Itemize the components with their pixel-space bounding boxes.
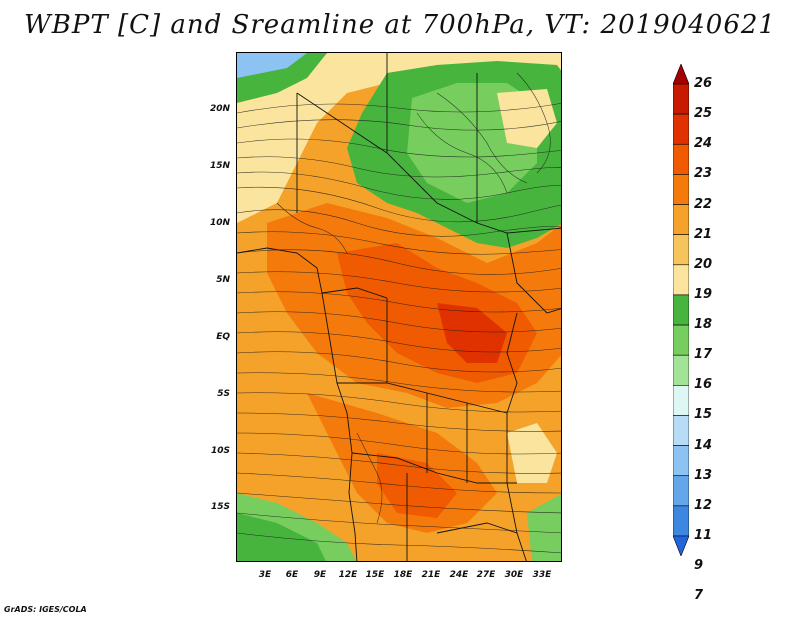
colorbar-label: 24 — [694, 136, 713, 152]
lat-label-eq: EQ — [216, 332, 230, 342]
lon-label-27e: 27E — [476, 570, 496, 580]
colorbar-label: 19 — [694, 286, 713, 302]
colorbar-label: 17 — [694, 347, 713, 363]
colorbar-swatch — [673, 113, 689, 145]
colorbar-swatch — [673, 204, 689, 235]
country-borders — [237, 53, 561, 561]
lat-label-15s: 15S — [210, 502, 230, 512]
colorbar-swatch — [673, 264, 689, 296]
colorbar-label: 15 — [694, 407, 713, 423]
colorbar-swatch — [673, 354, 689, 386]
colorbar-swatch — [673, 294, 689, 326]
colorbar-label: 25 — [694, 106, 713, 122]
lon-label-33e: 33E — [532, 570, 552, 580]
colorbar-label: 16 — [694, 377, 713, 393]
lon-label-21e: 21E — [421, 570, 441, 580]
wbpt-zone-19 — [237, 53, 561, 223]
lon-label-9e: 9E — [313, 570, 327, 580]
colorbar-label: 23 — [694, 166, 713, 182]
colorbar-swatch — [673, 415, 689, 446]
colorbar-label: 18 — [694, 317, 713, 333]
wbpt-zone-24 — [437, 303, 507, 363]
colorbar-swatch — [673, 445, 689, 477]
lon-label-15e: 15E — [365, 570, 385, 580]
colorbar-swatch — [673, 174, 689, 205]
colorbar-label: 9 — [694, 558, 704, 574]
wbpt-field-map — [237, 53, 561, 561]
colorbar-label: 13 — [694, 467, 713, 483]
lat-label-15n: 15N — [209, 161, 230, 171]
streamlines — [237, 72, 561, 554]
lat-label-10s: 10S — [210, 446, 230, 456]
map-panel — [236, 52, 562, 562]
lat-label-10n: 10N — [209, 218, 230, 228]
lat-label-5n: 5N — [216, 275, 230, 285]
colorbar-swatch — [673, 324, 689, 356]
colorbar-label: 22 — [694, 196, 713, 212]
colorbar-label: 12 — [694, 497, 713, 513]
colorbar — [673, 64, 689, 556]
lon-label-6e: 6E — [285, 570, 299, 580]
wbpt-zone-17-se — [527, 494, 561, 561]
wbpt-zone-13-nw — [237, 53, 307, 78]
colorbar-swatch — [673, 83, 689, 115]
colorbar-label: 7 — [694, 588, 704, 604]
wbpt-zone-19-e — [507, 423, 557, 483]
lon-label-30e: 30E — [504, 570, 524, 580]
colorbar-label: 14 — [694, 437, 713, 453]
lon-label-18e: 18E — [393, 570, 413, 580]
wbpt-zone-19-ne — [497, 89, 557, 148]
colorbar-bottom-arrow — [673, 535, 689, 556]
lon-label-24e: 24E — [449, 570, 469, 580]
footer-credit: GrADS: IGES/COLA — [4, 605, 87, 614]
lon-label-12e: 12E — [338, 570, 358, 580]
colorbar-label: 21 — [694, 226, 713, 242]
colorbar-label: 20 — [694, 256, 713, 272]
colorbar-label: 11 — [694, 528, 713, 543]
wbpt-zone-23-s — [377, 453, 457, 518]
wbpt-zone-18-sw — [237, 513, 326, 561]
lat-label-20n: 20N — [209, 104, 230, 114]
colorbar-label: 26 — [694, 76, 713, 91]
chart-title: WBPT [C] and Sreamline at 700hPa, VT: 20… — [24, 10, 776, 40]
colorbar-swatch — [673, 475, 689, 507]
colorbar-swatch — [673, 143, 689, 175]
lat-label-5s: 5S — [217, 389, 230, 399]
colorbar-swatch — [673, 234, 689, 266]
colorbar-top-arrow — [673, 64, 689, 85]
colorbar-swatch — [673, 385, 689, 416]
lon-label-3e: 3E — [258, 570, 272, 580]
colorbar-swatch — [673, 505, 689, 537]
